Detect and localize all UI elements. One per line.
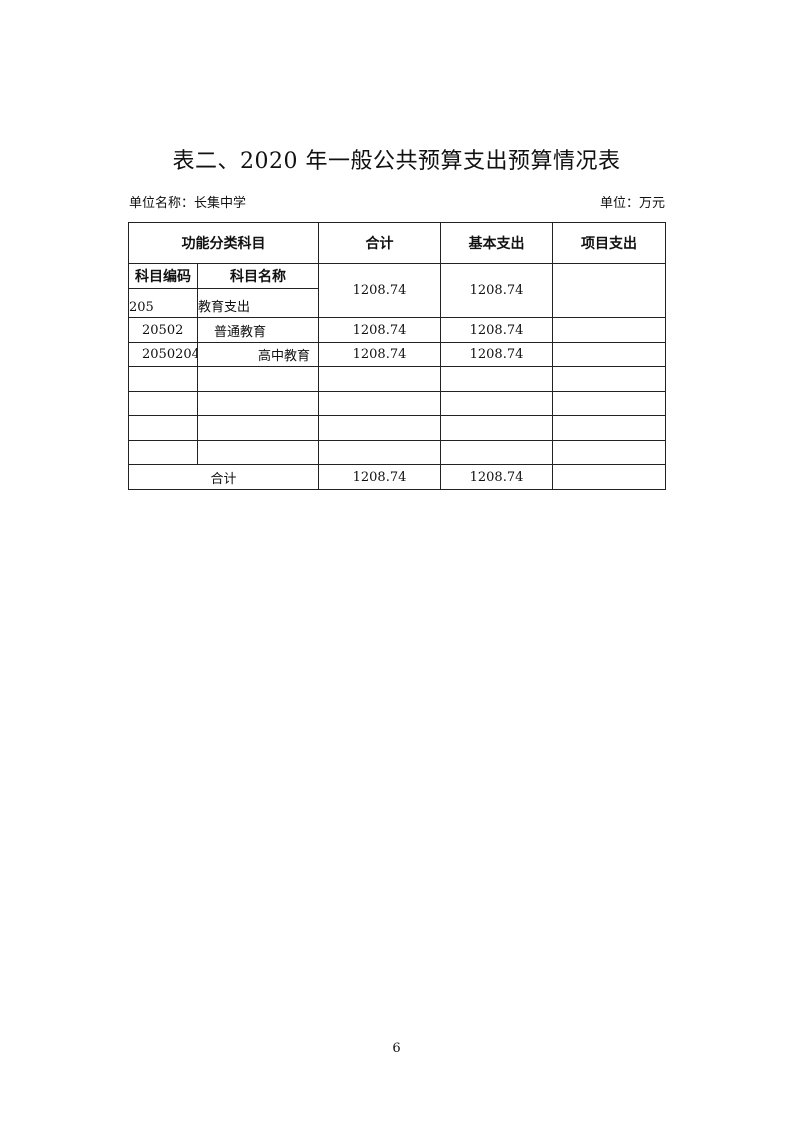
empty-row <box>128 440 666 465</box>
cell-project <box>552 342 666 367</box>
cell-code: 205 <box>128 288 198 318</box>
table-row: 20502 普通教育 1208.74 1208.74 <box>128 317 666 343</box>
cell-basic: 1208.74 <box>440 342 553 367</box>
empty-row <box>128 366 666 392</box>
empty-row <box>128 391 666 416</box>
table-row: 2050204 高中教育 1208.74 1208.74 <box>128 342 666 367</box>
cell-name: 高中教育 <box>197 342 319 367</box>
cell-code: 2050204 <box>128 342 198 367</box>
cell-basic: 1208.74 <box>440 317 553 343</box>
header-row: 功能分类科目 合计 基本支出 项目支出 <box>128 222 666 264</box>
header-project: 项目支出 <box>552 222 666 264</box>
footer-project <box>552 464 666 490</box>
header-name: 科目名称 <box>197 263 319 289</box>
cell-code: 20502 <box>128 317 198 343</box>
page-number: 6 <box>392 1041 401 1056</box>
cell-total: 1208.74 <box>318 317 441 343</box>
cell-name: 普通教育 <box>197 317 319 343</box>
unit-name: 单位名称：长集中学 <box>129 196 247 211</box>
cell-project <box>552 263 666 318</box>
header-category: 功能分类科目 <box>128 222 319 264</box>
cell-total: 1208.74 <box>318 342 441 367</box>
empty-row <box>128 415 666 441</box>
footer-total: 1208.74 <box>318 464 441 490</box>
cell-basic: 1208.74 <box>440 263 553 318</box>
cell-total: 1208.74 <box>318 263 441 318</box>
table-row: 205 教育支出 <box>128 288 666 318</box>
footer-label: 合计 <box>128 464 319 490</box>
subheader-row: 科目编码 科目名称 1208.74 1208.74 <box>128 263 666 318</box>
budget-table: 功能分类科目 合计 基本支出 项目支出 科目编码 科目名称 1208.74 12… <box>128 222 666 490</box>
footer-basic: 1208.74 <box>440 464 553 490</box>
unit-label: 单位：万元 <box>599 196 665 211</box>
header-total: 合计 <box>318 222 441 264</box>
footer-row: 合计 1208.74 1208.74 <box>128 464 666 490</box>
header-code: 科目编码 <box>128 263 198 289</box>
page-title: 表二、2020 年一般公共预算支出预算情况表 <box>172 149 621 174</box>
cell-name: 教育支出 <box>197 288 319 318</box>
cell-project <box>552 317 666 343</box>
header-basic: 基本支出 <box>440 222 553 264</box>
